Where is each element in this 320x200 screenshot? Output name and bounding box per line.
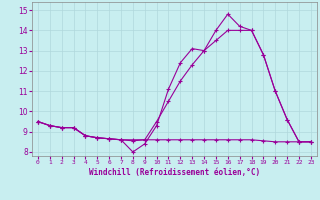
- X-axis label: Windchill (Refroidissement éolien,°C): Windchill (Refroidissement éolien,°C): [89, 168, 260, 177]
